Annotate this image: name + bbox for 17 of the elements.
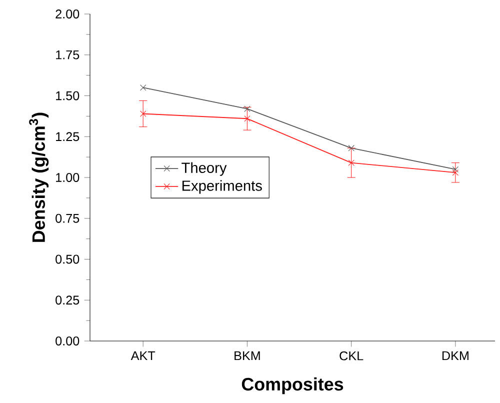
x-axis-title: Composites xyxy=(242,377,344,394)
x-tick-label: DKM xyxy=(442,351,468,360)
y-tick-label: 0.75 xyxy=(56,214,80,223)
y-tick-label: 0.50 xyxy=(56,254,80,264)
legend-label: Experiments xyxy=(182,180,262,194)
y-axis-title: Density (g/cm$^{3}$) xyxy=(29,112,49,242)
x-tick-label: CKL xyxy=(340,351,364,360)
x-tick-label: BKM xyxy=(234,351,260,360)
x-tick-label: AKT xyxy=(130,351,156,360)
y-tick-label: 1.25 xyxy=(56,132,80,142)
legend-label: Theory xyxy=(182,162,227,176)
y-tick-label: 0.25 xyxy=(56,296,80,305)
y-tick-label: 1.00 xyxy=(56,173,80,182)
y-tick-label: 1.50 xyxy=(56,91,80,100)
y-tick-label: 0.00 xyxy=(56,336,80,346)
y-tick-label: 1.75 xyxy=(56,50,80,60)
y-tick-label: 2.00 xyxy=(56,10,80,18)
